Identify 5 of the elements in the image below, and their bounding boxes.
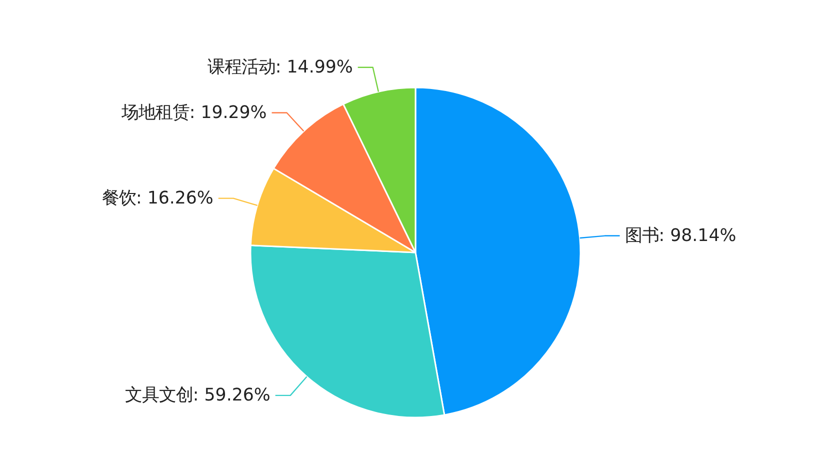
slice-label: 场地租赁: 19.29% bbox=[120, 102, 267, 123]
slice-label: 图书: 98.14% bbox=[624, 226, 736, 246]
slice-label: 课程活动: 14.99% bbox=[207, 57, 353, 78]
slice-label: 餐饮: 16.26% bbox=[102, 188, 214, 208]
slice-label: 文具文创: 59.26% bbox=[124, 385, 270, 406]
